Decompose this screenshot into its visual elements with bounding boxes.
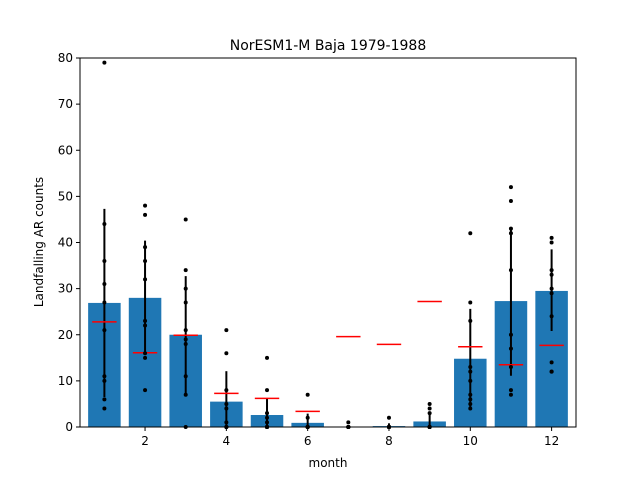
point-month-11-2 <box>509 227 513 231</box>
y-tick-label-40: 40 <box>58 236 73 250</box>
point-month-3-4 <box>184 328 188 332</box>
point-month-2-4 <box>143 277 147 281</box>
y-tick-label-10: 10 <box>58 374 73 388</box>
point-month-9-1 <box>428 407 432 411</box>
point-month-9-0 <box>428 402 432 406</box>
point-month-12-2 <box>550 268 554 272</box>
point-month-1-5 <box>102 328 106 332</box>
point-month-10-0 <box>468 231 472 235</box>
point-month-10-7 <box>468 397 472 401</box>
point-month-3-7 <box>184 374 188 378</box>
point-month-2-5 <box>143 319 147 323</box>
point-month-10-4 <box>468 370 472 374</box>
point-month-1-1 <box>102 222 106 226</box>
y-tick-label-20: 20 <box>58 328 73 342</box>
point-month-5-0 <box>265 356 269 360</box>
point-month-2-1 <box>143 213 147 217</box>
point-month-9-2 <box>428 411 432 415</box>
point-month-11-3 <box>509 231 513 235</box>
point-month-1-4 <box>102 300 106 304</box>
point-month-5-3 <box>265 416 269 420</box>
point-month-6-0 <box>306 393 310 397</box>
point-month-12-6 <box>550 314 554 318</box>
point-month-4-2 <box>224 388 228 392</box>
point-month-10-6 <box>468 393 472 397</box>
point-month-10-1 <box>468 300 472 304</box>
point-month-5-4 <box>265 420 269 424</box>
point-month-4-5 <box>224 420 228 424</box>
x-tick-label-12: 12 <box>544 434 559 448</box>
point-month-2-0 <box>143 204 147 208</box>
point-month-2-8 <box>143 356 147 360</box>
point-month-1-3 <box>102 282 106 286</box>
point-month-4-3 <box>224 402 228 406</box>
point-month-11-6 <box>509 347 513 351</box>
point-month-12-0 <box>550 236 554 240</box>
point-month-1-7 <box>102 379 106 383</box>
y-tick-label-30: 30 <box>58 282 73 296</box>
x-axis-label: month <box>309 456 348 470</box>
point-month-2-9 <box>143 388 147 392</box>
x-tick-label-10: 10 <box>463 434 478 448</box>
point-month-10-8 <box>468 402 472 406</box>
point-month-8-0 <box>387 416 391 420</box>
point-month-3-3 <box>184 300 188 304</box>
x-tick-label-4: 4 <box>223 434 231 448</box>
point-month-3-2 <box>184 287 188 291</box>
point-month-3-1 <box>184 268 188 272</box>
point-month-7-0 <box>346 420 350 424</box>
point-month-10-9 <box>468 407 472 411</box>
point-month-2-7 <box>143 351 147 355</box>
x-tick-label-6: 6 <box>304 434 312 448</box>
point-month-11-0 <box>509 185 513 189</box>
point-month-3-6 <box>184 342 188 346</box>
point-month-11-1 <box>509 199 513 203</box>
point-month-2-6 <box>143 324 147 328</box>
y-tick-label-80: 80 <box>58 51 73 65</box>
chart-title: NorESM1-M Baja 1979-1988 <box>230 38 427 54</box>
point-month-3-8 <box>184 393 188 397</box>
point-month-12-1 <box>550 241 554 245</box>
point-month-12-9 <box>550 370 554 374</box>
point-month-4-4 <box>224 407 228 411</box>
point-month-11-5 <box>509 333 513 337</box>
point-month-2-3 <box>143 259 147 263</box>
x-tick-label-8: 8 <box>385 434 393 448</box>
point-month-1-9 <box>102 407 106 411</box>
point-month-11-4 <box>509 268 513 272</box>
point-month-5-1 <box>265 388 269 392</box>
point-month-11-8 <box>509 388 513 392</box>
point-month-5-2 <box>265 411 269 415</box>
point-month-10-2 <box>468 319 472 323</box>
y-axis-label: Landfalling AR counts <box>32 177 46 307</box>
point-month-6-1 <box>306 416 310 420</box>
y-tick-label-70: 70 <box>58 97 73 111</box>
point-month-4-0 <box>224 328 228 332</box>
point-month-11-7 <box>509 365 513 369</box>
point-month-1-6 <box>102 374 106 378</box>
point-month-4-1 <box>224 351 228 355</box>
point-month-1-2 <box>102 259 106 263</box>
point-month-10-5 <box>468 379 472 383</box>
point-month-12-5 <box>550 291 554 295</box>
point-month-12-7 <box>550 360 554 364</box>
x-tick-label-2: 2 <box>141 434 149 448</box>
y-tick-label-0: 0 <box>65 420 73 434</box>
point-month-12-4 <box>550 287 554 291</box>
point-month-1-0 <box>102 61 106 65</box>
point-month-2-2 <box>143 245 147 249</box>
point-month-1-8 <box>102 397 106 401</box>
point-month-3-0 <box>184 217 188 221</box>
point-month-11-9 <box>509 393 513 397</box>
point-month-10-3 <box>468 365 472 369</box>
y-tick-label-60: 60 <box>58 143 73 157</box>
y-tick-label-50: 50 <box>58 189 73 203</box>
point-month-12-3 <box>550 273 554 277</box>
point-month-3-5 <box>184 337 188 341</box>
